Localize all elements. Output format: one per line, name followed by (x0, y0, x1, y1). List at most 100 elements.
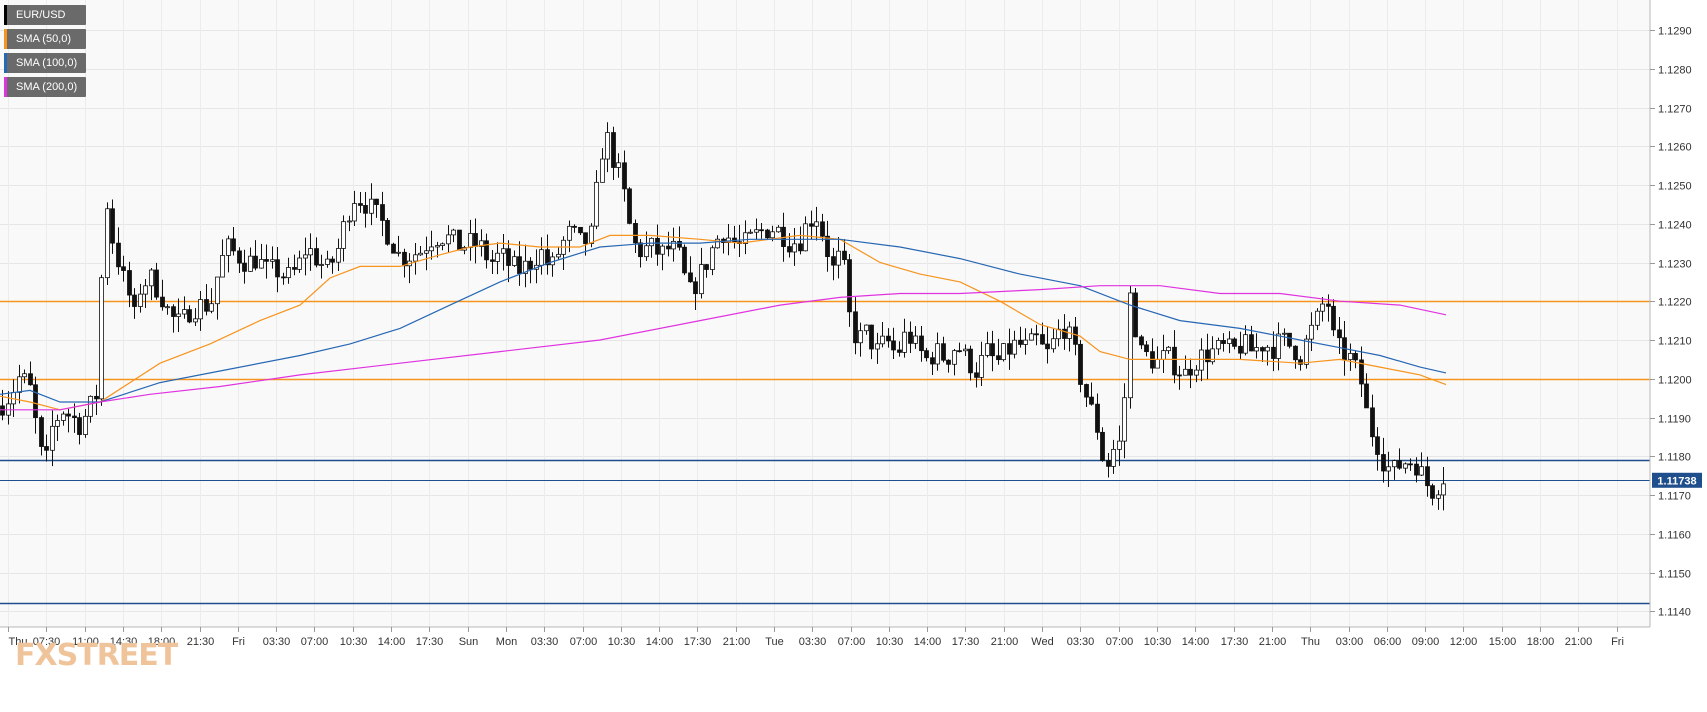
candle-body (616, 162, 621, 168)
x-tick-label: Thu (1301, 636, 1320, 648)
candle-body (286, 267, 291, 279)
candle-body (1040, 334, 1045, 345)
candle-body (506, 248, 511, 266)
candle-body (468, 233, 473, 248)
x-tick-label: Sun (459, 636, 479, 648)
candle-body (1320, 303, 1325, 312)
y-tick-label: 1.1230 (1658, 259, 1692, 271)
candle-body (1062, 328, 1067, 339)
candle-body (1249, 334, 1254, 352)
sma-line (0, 285, 1447, 411)
y-tick-label: 1.1150 (1658, 569, 1691, 581)
legend-label: EUR/USD (16, 9, 66, 21)
candle-body (836, 250, 841, 266)
candle-body (671, 240, 676, 250)
candle-body (319, 264, 324, 266)
x-tick-label: 07:00 (1106, 636, 1134, 648)
x-tick-label: Thu (9, 636, 28, 648)
candle-body (39, 417, 44, 447)
x-tick-label: 18:00 (1527, 636, 1555, 648)
candle-body (886, 335, 891, 342)
candle-body (1271, 346, 1276, 359)
candle-body (1386, 466, 1391, 472)
candle-body (935, 343, 940, 365)
candle-body (913, 335, 918, 344)
candles[interactable] (0, 122, 1446, 511)
candle-body (275, 259, 280, 278)
candle-body (490, 259, 495, 262)
y-tick-label: 1.1140 (1658, 607, 1691, 619)
candle-body (1172, 346, 1177, 376)
x-tick-label: 07:00 (570, 636, 598, 648)
x-tick-label: 07:00 (301, 636, 329, 648)
candle-body (358, 203, 363, 206)
candle-body (1441, 483, 1446, 496)
candle-body (1419, 466, 1424, 476)
candle-body (473, 233, 478, 247)
candle-body (589, 225, 594, 244)
candle-body (1364, 383, 1369, 409)
candle-body (908, 331, 913, 344)
candle-body (831, 256, 836, 266)
candle-body (259, 259, 264, 269)
y-tick-label: 1.1190 (1658, 414, 1691, 426)
candle-body (116, 242, 121, 268)
candle-body (105, 208, 110, 279)
candle-body (567, 225, 572, 241)
y-tick-label: 1.1200 (1658, 375, 1692, 387)
support-resistance-levels (0, 300, 1650, 605)
y-tick-label: 1.1180 (1658, 452, 1691, 464)
candle-body (385, 220, 390, 245)
y-tick-label: 1.1210 (1658, 336, 1692, 348)
candle-body (594, 181, 599, 227)
candle-body (374, 198, 379, 205)
legend-item-sma-100[interactable]: SMA (100,0) (4, 53, 87, 73)
candle-body (682, 246, 687, 274)
candle-body (946, 359, 951, 365)
candle-body (435, 245, 440, 248)
candle-body (1227, 338, 1232, 344)
legend: EUR/USD SMA (50,0) SMA (100,0) SMA (200,… (4, 5, 87, 97)
x-tick-label: 14:00 (378, 636, 406, 648)
plot-background (0, 0, 1650, 627)
candle-body (380, 204, 385, 221)
candle-body (974, 372, 979, 378)
candle-body (1397, 460, 1402, 469)
x-tick-label: 07:00 (838, 636, 866, 648)
candle-body (336, 248, 341, 263)
candle-body (149, 269, 154, 287)
candle-body (820, 221, 825, 237)
candle-body (743, 232, 748, 244)
x-tick-label: 10:30 (1144, 636, 1172, 648)
x-tick-label: 07:30 (33, 636, 61, 648)
candle-body (220, 255, 225, 278)
x-tick-label: 17:30 (952, 636, 980, 648)
candle-body (204, 299, 209, 312)
legend-item-sma-200[interactable]: SMA (200,0) (4, 77, 87, 97)
legend-item-eurusd[interactable]: EUR/USD (4, 5, 87, 25)
x-tick-label: 14:00 (646, 636, 674, 648)
legend-item-sma-50[interactable]: SMA (50,0) (4, 29, 87, 49)
candle-body (143, 285, 148, 295)
candle-body (176, 313, 181, 317)
candle-body (1359, 359, 1364, 385)
candle-body (1183, 368, 1188, 376)
candle-body (1216, 340, 1221, 350)
candle-body (110, 208, 115, 244)
candle-body (869, 324, 874, 350)
candle-body (1430, 485, 1435, 499)
candle-body (1243, 334, 1248, 354)
candle-body (1095, 403, 1100, 433)
x-tick-label: 09:00 (1412, 636, 1440, 648)
candle-body (138, 293, 143, 307)
candle-body (523, 260, 528, 274)
candle-body (864, 324, 869, 332)
candle-body (704, 264, 709, 270)
legend-swatch (4, 5, 7, 25)
candle-body (787, 246, 792, 253)
candle-body (352, 203, 357, 222)
candle-body (154, 269, 159, 298)
candle-body (649, 237, 654, 247)
candle-body (1166, 346, 1171, 352)
